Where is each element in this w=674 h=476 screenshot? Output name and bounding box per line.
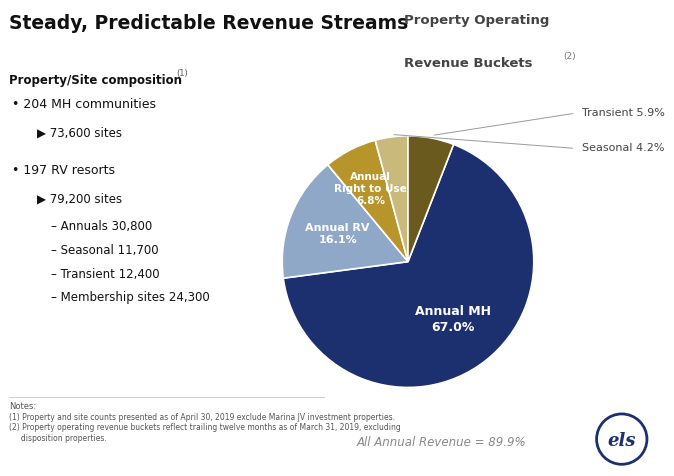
Text: Annual MH
67.0%: Annual MH 67.0%: [415, 305, 491, 334]
Wedge shape: [283, 144, 534, 387]
Text: ▶ 73,600 sites: ▶ 73,600 sites: [37, 126, 122, 139]
Text: – Membership sites 24,300: – Membership sites 24,300: [51, 291, 210, 304]
Wedge shape: [375, 136, 408, 262]
Wedge shape: [282, 165, 408, 278]
Text: els: els: [607, 432, 636, 450]
Text: Steady, Predictable Revenue Streams: Steady, Predictable Revenue Streams: [9, 14, 408, 33]
Text: Property/Site composition: Property/Site composition: [9, 74, 182, 87]
Text: Property Operating: Property Operating: [404, 14, 550, 27]
Text: Annual RV
16.1%: Annual RV 16.1%: [305, 223, 370, 245]
Text: Revenue Buckets: Revenue Buckets: [404, 57, 533, 70]
Wedge shape: [328, 140, 408, 262]
Text: – Transient 12,400: – Transient 12,400: [51, 268, 159, 280]
Text: – Seasonal 11,700: – Seasonal 11,700: [51, 244, 158, 257]
Text: (2): (2): [563, 52, 576, 61]
Text: (1) Property and site counts presented as of April 30, 2019 exclude Marina JV in: (1) Property and site counts presented a…: [9, 413, 395, 422]
Text: Notes:: Notes:: [9, 402, 36, 411]
Text: (1): (1): [177, 69, 188, 78]
Text: Transient 5.9%: Transient 5.9%: [582, 108, 665, 118]
Text: Seasonal 4.2%: Seasonal 4.2%: [582, 143, 664, 153]
Wedge shape: [408, 136, 454, 262]
Text: All Annual Revenue = 89.9%: All Annual Revenue = 89.9%: [357, 436, 526, 448]
Text: ▶ 79,200 sites: ▶ 79,200 sites: [37, 193, 122, 206]
Text: • 204 MH communities: • 204 MH communities: [12, 98, 156, 110]
Text: disposition properties.: disposition properties.: [9, 434, 106, 443]
Text: (2) Property operating revenue buckets reflect trailing twelve months as of Marc: (2) Property operating revenue buckets r…: [9, 423, 400, 432]
Text: Annual
Right to Use
6.8%: Annual Right to Use 6.8%: [334, 172, 407, 207]
Text: – Annuals 30,800: – Annuals 30,800: [51, 220, 152, 233]
Text: • 197 RV resorts: • 197 RV resorts: [12, 164, 115, 177]
